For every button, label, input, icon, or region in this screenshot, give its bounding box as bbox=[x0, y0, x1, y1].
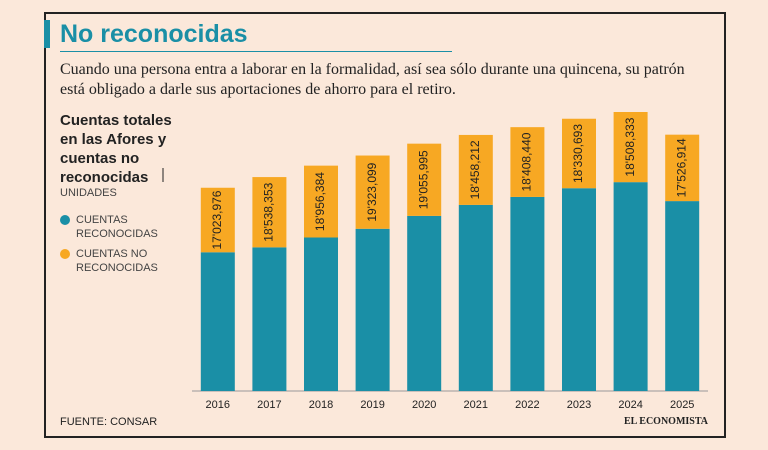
x-tick-label: 2016 bbox=[206, 399, 230, 411]
value-label: 18'538,353 bbox=[262, 182, 276, 241]
bar-segment bbox=[562, 188, 596, 391]
legend-label: CUENTAS RECONOCIDAS bbox=[76, 214, 158, 240]
bar-segment bbox=[458, 134, 493, 205]
logo: EL ECONOMISTA bbox=[624, 416, 708, 427]
value-label: 18'408,440 bbox=[520, 132, 534, 191]
title: No reconocidas bbox=[60, 20, 248, 48]
bar-segment bbox=[458, 204, 493, 391]
value-label: 17'023,976 bbox=[210, 190, 224, 249]
value-label: 19'323,099 bbox=[365, 162, 379, 221]
bar-segment bbox=[510, 196, 545, 391]
value-label: 18'508,333 bbox=[623, 117, 637, 176]
x-tick-label: 2019 bbox=[360, 399, 384, 411]
bar-segment bbox=[200, 187, 235, 253]
x-tick-label: 2020 bbox=[412, 399, 436, 411]
legend-swatch bbox=[60, 215, 70, 225]
bar-segment bbox=[613, 182, 648, 391]
bar-segment bbox=[407, 215, 442, 391]
legend-swatch bbox=[60, 249, 70, 259]
bar-segment bbox=[355, 228, 390, 391]
units: UNIDADES bbox=[60, 187, 117, 199]
bar-segment bbox=[355, 155, 390, 229]
title-bar bbox=[44, 20, 50, 48]
bar-segment bbox=[510, 127, 545, 197]
bar-segment bbox=[252, 177, 287, 248]
x-tick-label: 2023 bbox=[567, 399, 591, 411]
x-tick-label: 2018 bbox=[309, 399, 333, 411]
frame bbox=[44, 12, 726, 438]
bar-segment bbox=[304, 165, 338, 238]
title-rule bbox=[60, 51, 452, 52]
chart-heading: Cuentas totales en las Afores y cuentas … bbox=[60, 112, 172, 186]
bar-segment bbox=[407, 143, 442, 216]
value-label: 19'055,995 bbox=[416, 150, 430, 209]
subtitle: Cuando una persona entra a laborar en la… bbox=[60, 61, 685, 98]
source: FUENTE: CONSAR bbox=[60, 416, 158, 428]
x-tick-label: 2017 bbox=[257, 399, 281, 411]
bar-segment bbox=[200, 252, 235, 391]
value-label: 18'458,212 bbox=[468, 140, 482, 199]
legend-label: CUENTAS NO RECONOCIDAS bbox=[76, 248, 158, 274]
value-label: 17'526,914 bbox=[674, 138, 688, 197]
bar-segment bbox=[665, 201, 700, 391]
bar-segment bbox=[562, 118, 596, 189]
bar-segment bbox=[613, 112, 648, 183]
value-label: 18'956,384 bbox=[313, 172, 327, 231]
bar-segment bbox=[252, 247, 287, 391]
x-tick-label: 2021 bbox=[464, 399, 488, 411]
bar-segment bbox=[665, 134, 700, 202]
x-tick-label: 2025 bbox=[670, 399, 694, 411]
x-tick-label: 2024 bbox=[618, 399, 642, 411]
value-label: 18'330,693 bbox=[571, 124, 585, 183]
x-tick-label: 2022 bbox=[515, 399, 539, 411]
bar-segment bbox=[304, 237, 338, 391]
